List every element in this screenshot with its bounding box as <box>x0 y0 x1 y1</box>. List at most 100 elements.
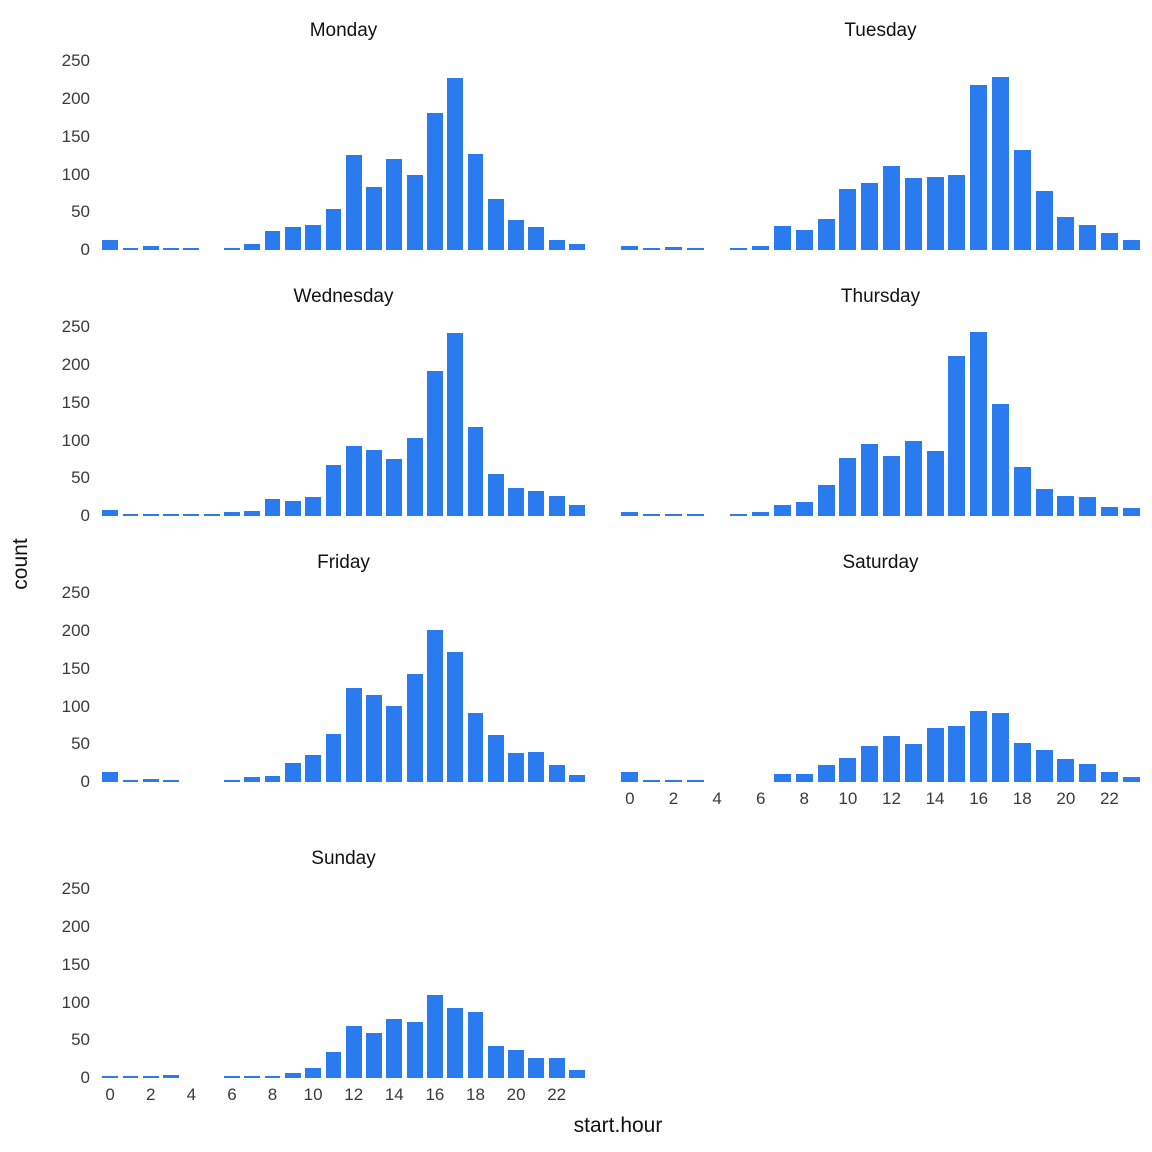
facet-content: Wednesday <box>100 280 587 516</box>
bar <box>122 248 139 250</box>
x-tick-label: 22 <box>1099 789 1119 808</box>
x-tick-label: 8 <box>267 1085 278 1104</box>
bar <box>487 198 504 250</box>
bar <box>142 778 159 782</box>
x-tick-label <box>404 1078 424 1108</box>
y-tick-label: 50 <box>71 202 90 222</box>
bar <box>926 728 944 782</box>
bar <box>970 711 988 782</box>
bar-slot <box>547 878 567 1078</box>
x-axis: 0 2 4 6 8 10 12 14 16 18 20 22 <box>619 782 1142 812</box>
bar-slot <box>526 878 546 1078</box>
bar-slot <box>1011 50 1033 250</box>
bar-slot <box>303 316 323 516</box>
bar-slot <box>881 50 903 250</box>
bar-slot <box>859 582 881 782</box>
y-tick-label: 0 <box>80 506 90 525</box>
x-tick-label <box>364 1078 384 1108</box>
bar-slot <box>772 316 794 516</box>
bar <box>548 1058 565 1078</box>
y-tick-label: 200 <box>61 355 90 375</box>
x-tick-label <box>684 782 706 812</box>
bar-slot <box>222 50 242 250</box>
facet-title: Saturday <box>842 552 919 573</box>
bar <box>487 1045 504 1078</box>
x-tick-label: 8 <box>799 789 809 808</box>
bar-slot <box>161 50 181 250</box>
bar <box>122 1076 139 1078</box>
bar <box>224 780 240 782</box>
bar-slot <box>1011 582 1033 782</box>
bar <box>752 512 770 516</box>
bar-slot <box>120 582 140 782</box>
bar-slot <box>547 50 567 250</box>
bar <box>305 1068 322 1078</box>
x-tick-label <box>120 1078 140 1108</box>
bar <box>325 464 342 516</box>
bar <box>508 219 524 250</box>
bar-slot <box>283 878 303 1078</box>
x-tick-label: 6 <box>755 789 766 808</box>
y-tick-label: 0 <box>80 240 90 259</box>
bar-slot <box>1120 316 1142 516</box>
facet-content: Sunday 0 2 4 6 8 10 12 14 16 18 20 22 <box>100 842 587 1108</box>
bar <box>163 780 179 782</box>
x-tick-label <box>641 782 663 812</box>
bar-slot <box>902 50 924 250</box>
y-tick-label: 250 <box>61 879 90 899</box>
bar <box>406 174 423 250</box>
bar <box>991 403 1009 516</box>
bar-slot <box>750 50 772 250</box>
y-tick-label: 250 <box>61 583 90 603</box>
y-axis-spacer <box>597 280 619 516</box>
bar-slot <box>201 582 221 782</box>
bar-slot <box>262 50 282 250</box>
facet-title: Wednesday <box>293 286 394 307</box>
bar <box>406 1022 423 1078</box>
bar-slot <box>445 878 465 1078</box>
bar-slot <box>526 50 546 250</box>
bar-slot <box>384 582 404 782</box>
x-tick-label: 18 <box>1012 789 1032 808</box>
y-tick-label: 0 <box>80 772 90 791</box>
bar-slot <box>120 878 140 1078</box>
x-tick-label <box>772 782 794 812</box>
bar-slot <box>684 316 706 516</box>
bar-slot <box>793 316 815 516</box>
x-tick-label <box>242 1078 262 1108</box>
facet-content: Monday <box>100 14 587 250</box>
bar-slot <box>404 878 424 1078</box>
bar <box>621 772 639 782</box>
x-tick-label: 10 <box>838 789 858 808</box>
y-axis-spacer <box>597 14 619 250</box>
bar <box>203 514 220 516</box>
bar <box>970 84 988 250</box>
bar-slot <box>706 582 728 782</box>
bar-slot <box>100 50 120 250</box>
bar-slot <box>506 878 526 1078</box>
bar <box>426 630 443 782</box>
bar <box>102 1075 119 1078</box>
bar-slot <box>881 582 903 782</box>
bar-slot <box>283 582 303 782</box>
bar-slot <box>1077 582 1099 782</box>
bar-slot <box>990 582 1012 782</box>
bar <box>406 437 423 516</box>
bar <box>386 458 403 516</box>
bar <box>970 331 988 516</box>
bar <box>926 176 944 250</box>
bar <box>569 1070 585 1078</box>
x-tick-label <box>445 1078 465 1108</box>
bar-slot <box>344 50 364 250</box>
plot-area <box>100 316 587 516</box>
y-tick-label: 50 <box>71 734 90 754</box>
x-tick-label: 12 <box>882 789 901 808</box>
bar <box>325 208 342 250</box>
bar <box>284 227 301 250</box>
bar <box>345 154 362 250</box>
x-axis: 0 2 4 6 8 10 12 14 16 18 20 22 <box>100 1078 587 1108</box>
x-tick-label: 18 <box>466 1085 485 1104</box>
bar-slot <box>181 316 201 516</box>
x-tick-label <box>526 1078 546 1108</box>
plot-area <box>619 50 1142 250</box>
